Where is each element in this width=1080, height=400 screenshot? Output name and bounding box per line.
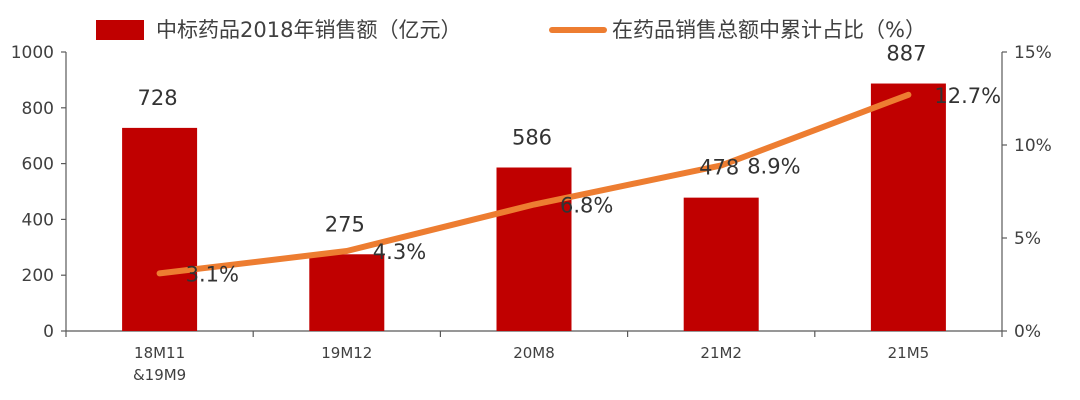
x-tick-label-line: &19M9: [133, 366, 186, 384]
y-left-tick-label: 800: [22, 99, 54, 119]
legend-item-line: 在药品销售总额中累计占比（%）: [549, 18, 926, 42]
line-value-label: 8.9%: [747, 154, 800, 178]
legend-label-line: 在药品销售总额中累计占比（%）: [612, 18, 926, 42]
bar: [309, 254, 385, 331]
series-line: [156, 91, 912, 277]
line-value-label: 12.7%: [934, 84, 1001, 108]
y-right-tick-label: 10%: [1014, 136, 1052, 156]
bars: [122, 83, 946, 331]
bar-value-label: 478: [699, 156, 739, 180]
x-tick-label-line: 18M11: [134, 344, 185, 362]
line-value-label: 6.8%: [560, 194, 613, 218]
x-tick-label: 21M5: [888, 344, 930, 362]
legend-swatch-bar: [96, 20, 144, 40]
x-tick-label-line: 21M2: [700, 344, 742, 362]
axes: 0 200 400 600 800 1000 0% 5% 10% 15% 18M11 &19M9 19M…: [11, 43, 1052, 384]
y-right-tick-label: 0%: [1014, 322, 1041, 342]
y-left-tick-label: 1000: [11, 43, 54, 63]
bar: [496, 167, 572, 331]
y-left-tick-label: 200: [22, 266, 54, 286]
x-tick-label-line: 21M5: [888, 344, 930, 362]
y-left-tick-label: 0: [43, 322, 54, 342]
bar-value-label: 728: [138, 86, 178, 110]
x-tick-label: 21M2: [700, 344, 742, 362]
y-right-tick-label: 15%: [1014, 43, 1052, 63]
line-series: [156, 91, 912, 277]
y-left-tick-label: 400: [22, 210, 54, 230]
y-left-tick-label: 600: [22, 155, 54, 175]
y-right-tick-label: 5%: [1014, 229, 1041, 249]
legend-label-bar: 中标药品2018年销售额（亿元）: [156, 18, 461, 42]
x-tick-label: 18M11 &19M9: [133, 344, 186, 384]
bar-value-label: 275: [325, 212, 365, 236]
bar: [683, 197, 759, 331]
bar-value-label: 586: [512, 126, 552, 150]
line-value-label: 3.1%: [186, 262, 239, 286]
x-tick-label-line: 19M12: [321, 344, 372, 362]
x-tick-label: 19M12: [321, 344, 372, 362]
bar: [870, 83, 946, 331]
legend-item-bar: 中标药品2018年销售额（亿元）: [96, 18, 461, 42]
x-tick-label: 20M8: [513, 344, 555, 362]
legend: 中标药品2018年销售额（亿元） 在药品销售总额中累计占比（%）: [96, 18, 926, 42]
line-value-label: 4.3%: [373, 240, 426, 264]
data-labels: 728 275 586 478 887 3.1% 4.3% 6.8% 8.9% 12.7%: [138, 42, 1002, 287]
x-tick-label-line: 20M8: [513, 344, 555, 362]
bar-value-label: 887: [886, 42, 926, 66]
bar: [122, 127, 198, 331]
